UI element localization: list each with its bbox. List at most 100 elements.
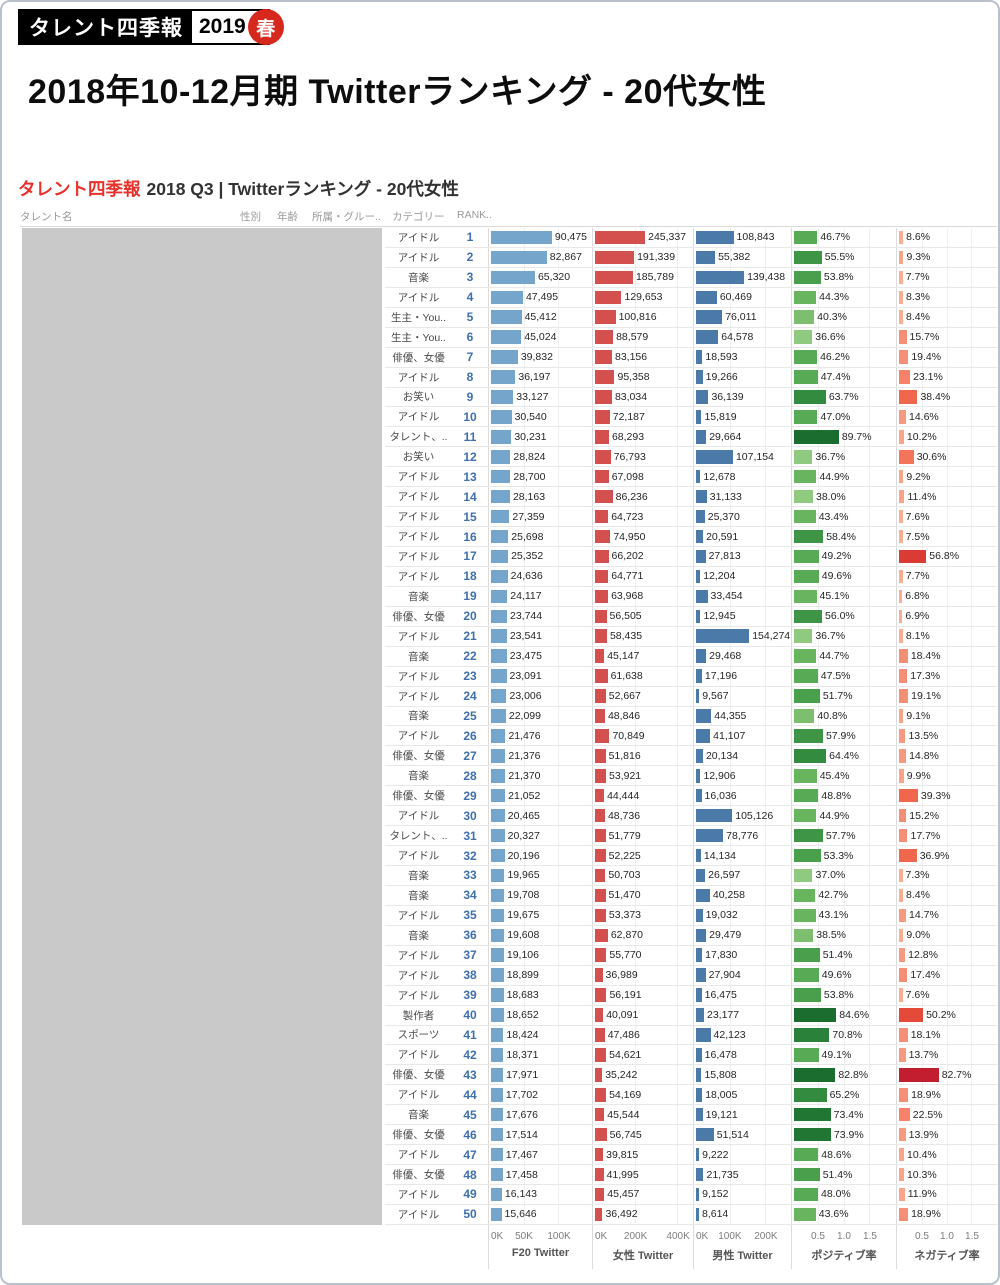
male-twitter-bar[interactable] <box>696 569 701 584</box>
female-twitter-bar[interactable] <box>595 749 606 763</box>
f20-twitter-bar[interactable] <box>491 350 518 364</box>
female-twitter-bar[interactable] <box>595 290 622 305</box>
female-twitter-bar[interactable] <box>595 769 607 783</box>
f20-twitter-bar[interactable] <box>491 469 511 484</box>
negative-rate-bar[interactable] <box>899 968 908 982</box>
negative-rate-bar[interactable] <box>899 948 906 962</box>
column-header-category[interactable]: カテゴリー <box>392 211 445 223</box>
f20-twitter-bar[interactable] <box>491 1088 503 1102</box>
f20-twitter-bar[interactable] <box>491 1187 502 1202</box>
female-twitter-bar[interactable] <box>595 788 605 803</box>
f20-twitter-bar[interactable] <box>491 968 504 982</box>
negative-rate-bar[interactable] <box>899 788 918 803</box>
positive-rate-bar[interactable] <box>794 1147 819 1162</box>
column-header-age[interactable]: 年齢 <box>277 211 298 223</box>
positive-rate-bar[interactable] <box>794 709 815 723</box>
male-twitter-bar[interactable] <box>696 290 717 305</box>
male-twitter-bar[interactable] <box>696 1187 700 1202</box>
f20-twitter-bar[interactable] <box>491 1107 503 1122</box>
male-twitter-bar[interactable] <box>696 250 716 265</box>
positive-rate-bar[interactable] <box>794 629 813 643</box>
f20-twitter-bar[interactable] <box>491 310 522 324</box>
female-twitter-bar[interactable] <box>595 310 616 324</box>
male-twitter-bar[interactable] <box>696 669 702 683</box>
f20-twitter-bar[interactable] <box>491 928 505 943</box>
f20-twitter-bar[interactable] <box>491 808 505 823</box>
negative-rate-bar[interactable] <box>899 669 908 683</box>
positive-rate-bar[interactable] <box>794 848 821 863</box>
negative-rate-bar[interactable] <box>899 410 906 424</box>
male-twitter-bar[interactable] <box>696 649 707 663</box>
f20-twitter-bar[interactable] <box>491 230 552 245</box>
positive-rate-bar[interactable] <box>794 509 816 524</box>
negative-rate-bar[interactable] <box>899 848 917 863</box>
male-twitter-bar[interactable] <box>696 1127 714 1142</box>
f20-twitter-bar[interactable] <box>491 250 547 265</box>
positive-rate-bar[interactable] <box>794 729 823 743</box>
male-twitter-bar[interactable] <box>696 310 723 324</box>
f20-twitter-bar[interactable] <box>491 569 508 584</box>
positive-rate-bar[interactable] <box>794 928 814 943</box>
negative-rate-bar[interactable] <box>899 1167 904 1182</box>
positive-rate-bar[interactable] <box>794 589 817 604</box>
male-twitter-bar[interactable] <box>696 1088 703 1102</box>
f20-twitter-bar[interactable] <box>491 609 507 624</box>
female-twitter-bar[interactable] <box>595 230 646 245</box>
male-twitter-bar[interactable] <box>696 709 712 723</box>
male-twitter-bar[interactable] <box>696 1207 699 1222</box>
male-twitter-bar[interactable] <box>696 469 701 484</box>
negative-rate-bar[interactable] <box>899 569 903 584</box>
positive-rate-bar[interactable] <box>794 410 818 424</box>
negative-rate-bar[interactable] <box>899 529 903 544</box>
female-twitter-bar[interactable] <box>595 509 609 524</box>
f20-twitter-bar[interactable] <box>491 489 510 504</box>
female-twitter-bar[interactable] <box>595 1207 603 1222</box>
female-twitter-bar[interactable] <box>595 270 633 285</box>
female-twitter-bar[interactable] <box>595 1008 604 1022</box>
female-twitter-bar[interactable] <box>595 569 609 584</box>
female-twitter-bar[interactable] <box>595 350 612 364</box>
negative-rate-bar[interactable] <box>899 549 927 564</box>
negative-rate-bar[interactable] <box>899 1127 906 1142</box>
negative-rate-bar[interactable] <box>899 1187 905 1202</box>
negative-rate-bar[interactable] <box>899 868 903 883</box>
male-twitter-bar[interactable] <box>696 390 709 404</box>
female-twitter-bar[interactable] <box>595 469 609 484</box>
female-twitter-bar[interactable] <box>595 529 611 544</box>
negative-rate-bar[interactable] <box>899 1088 909 1102</box>
positive-rate-bar[interactable] <box>794 1207 816 1222</box>
f20-twitter-bar[interactable] <box>491 888 505 903</box>
positive-rate-bar[interactable] <box>794 1107 831 1122</box>
f20-twitter-bar[interactable] <box>491 549 509 564</box>
female-twitter-bar[interactable] <box>595 1187 605 1202</box>
negative-rate-bar[interactable] <box>899 689 909 703</box>
f20-twitter-bar[interactable] <box>491 290 523 305</box>
f20-twitter-bar[interactable] <box>491 769 506 783</box>
positive-rate-bar[interactable] <box>794 968 819 982</box>
negative-rate-bar[interactable] <box>899 1107 910 1122</box>
positive-rate-bar[interactable] <box>794 230 818 245</box>
male-twitter-bar[interactable] <box>696 1167 704 1182</box>
negative-rate-bar[interactable] <box>899 230 904 245</box>
female-twitter-bar[interactable] <box>595 1028 605 1042</box>
positive-rate-bar[interactable] <box>794 430 839 444</box>
positive-rate-bar[interactable] <box>794 350 818 364</box>
positive-rate-bar[interactable] <box>794 888 816 903</box>
female-twitter-bar[interactable] <box>595 250 635 265</box>
positive-rate-bar[interactable] <box>794 808 817 823</box>
male-twitter-bar[interactable] <box>696 1147 700 1162</box>
female-twitter-bar[interactable] <box>595 948 607 962</box>
female-twitter-bar[interactable] <box>595 629 607 643</box>
male-twitter-bar[interactable] <box>696 888 710 903</box>
negative-rate-bar[interactable] <box>899 1068 939 1082</box>
negative-rate-bar[interactable] <box>899 390 918 404</box>
negative-rate-bar[interactable] <box>899 270 903 285</box>
f20-twitter-bar[interactable] <box>491 1008 504 1022</box>
positive-rate-bar[interactable] <box>794 1088 827 1102</box>
female-twitter-bar[interactable] <box>595 370 615 384</box>
female-twitter-bar[interactable] <box>595 669 608 683</box>
positive-rate-bar[interactable] <box>794 370 818 384</box>
negative-rate-bar[interactable] <box>899 489 905 504</box>
positive-rate-bar[interactable] <box>794 310 815 324</box>
male-twitter-bar[interactable] <box>696 1028 711 1042</box>
